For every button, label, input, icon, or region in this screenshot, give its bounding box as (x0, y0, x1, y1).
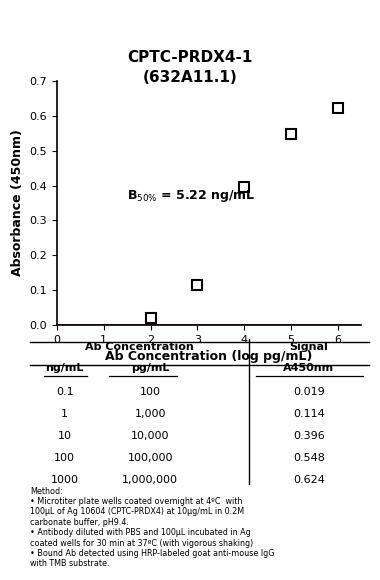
Text: 10: 10 (58, 431, 71, 441)
Text: 1,000,000: 1,000,000 (122, 475, 178, 485)
Text: 1: 1 (61, 409, 68, 419)
Text: 0.114: 0.114 (293, 409, 325, 419)
Text: 10,000: 10,000 (131, 431, 169, 441)
Text: 1,000: 1,000 (135, 409, 166, 419)
Text: 0.548: 0.548 (293, 453, 325, 463)
Text: CPTC-PRDX4-1: CPTC-PRDX4-1 (127, 50, 253, 66)
Text: 1000: 1000 (51, 475, 79, 485)
Text: 100,000: 100,000 (127, 453, 173, 463)
Text: A450nm: A450nm (283, 363, 334, 373)
Text: Signal: Signal (290, 342, 328, 351)
Text: ng/mL: ng/mL (46, 363, 84, 373)
Text: (632A11.1): (632A11.1) (142, 70, 238, 85)
X-axis label: Ab Concentration (log pg/mL): Ab Concentration (log pg/mL) (105, 350, 313, 363)
Text: 0.019: 0.019 (293, 387, 325, 397)
Text: Ab Concentration: Ab Concentration (85, 342, 194, 351)
Text: pg/mL: pg/mL (131, 363, 169, 373)
Y-axis label: Absorbance (450nm): Absorbance (450nm) (11, 129, 24, 277)
Text: Method:
• Microtiter plate wells coated overnight at 4ºC  with
100µL of Ag 10604: Method: • Microtiter plate wells coated … (30, 487, 275, 568)
Text: 100: 100 (139, 387, 161, 397)
Text: 0.396: 0.396 (293, 431, 325, 441)
Text: B$_{50\%}$ = 5.22 ng/mL: B$_{50\%}$ = 5.22 ng/mL (127, 188, 255, 204)
Text: 0.1: 0.1 (56, 387, 73, 397)
Text: 100: 100 (54, 453, 75, 463)
Text: 0.624: 0.624 (293, 475, 325, 485)
